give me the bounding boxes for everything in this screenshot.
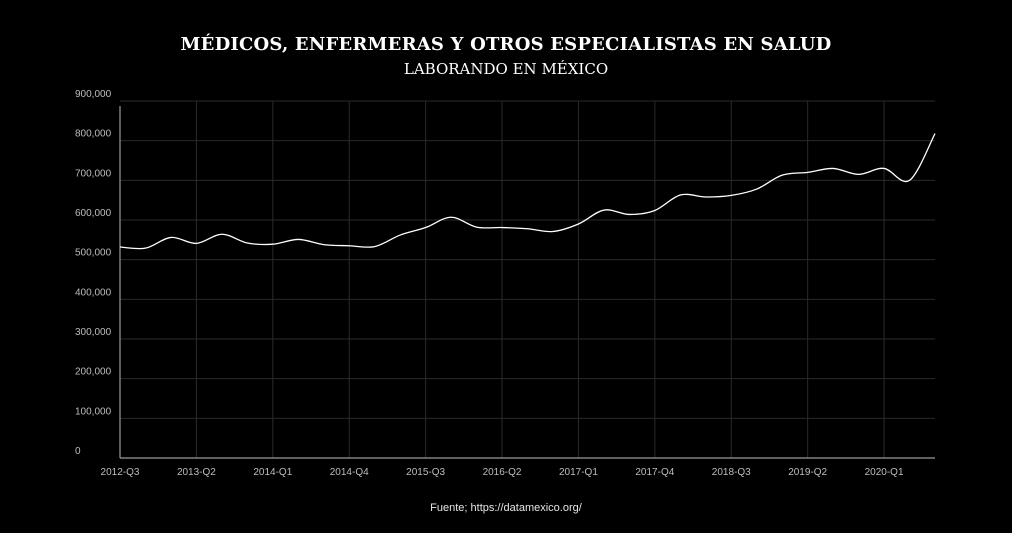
y-tick-label: 600,000	[75, 208, 112, 219]
x-tick-label: 2016-Q2	[483, 467, 522, 478]
y-tick-label: 300,000	[75, 327, 112, 338]
y-tick-label: 700,000	[75, 168, 112, 179]
y-tick-label: 400,000	[75, 287, 112, 298]
y-tick-label: 500,000	[75, 248, 112, 259]
x-tick-label: 2012-Q3	[101, 467, 140, 478]
x-tick-label: 2017-Q1	[559, 467, 598, 478]
y-tick-label: 200,000	[75, 367, 112, 378]
x-tick-label: 2018-Q3	[712, 467, 751, 478]
y-tick-label: 0	[75, 446, 81, 457]
source-note: Fuente; https://datamexico.org/	[430, 502, 582, 514]
chart-subtitle: LABORANDO EN MÉXICO	[403, 60, 609, 78]
y-tick-label: 900,000	[75, 89, 112, 100]
x-tick-label: 2017-Q4	[635, 467, 674, 478]
x-tick-label: 2020-Q1	[865, 467, 904, 478]
chart-title: MÉDICOS, ENFERMERAS Y OTROS ESPECIALISTA…	[180, 34, 832, 55]
x-tick-label: 2019-Q2	[788, 467, 827, 478]
y-tick-label: 800,000	[75, 129, 112, 140]
series-line	[119, 133, 936, 250]
x-tick-label: 2015-Q3	[406, 467, 445, 478]
x-tick-label: 2013-Q2	[177, 467, 216, 478]
x-tick-label: 2014-Q4	[330, 467, 369, 478]
y-tick-label: 100,000	[75, 406, 112, 417]
x-tick-label: 2014-Q1	[253, 467, 292, 478]
